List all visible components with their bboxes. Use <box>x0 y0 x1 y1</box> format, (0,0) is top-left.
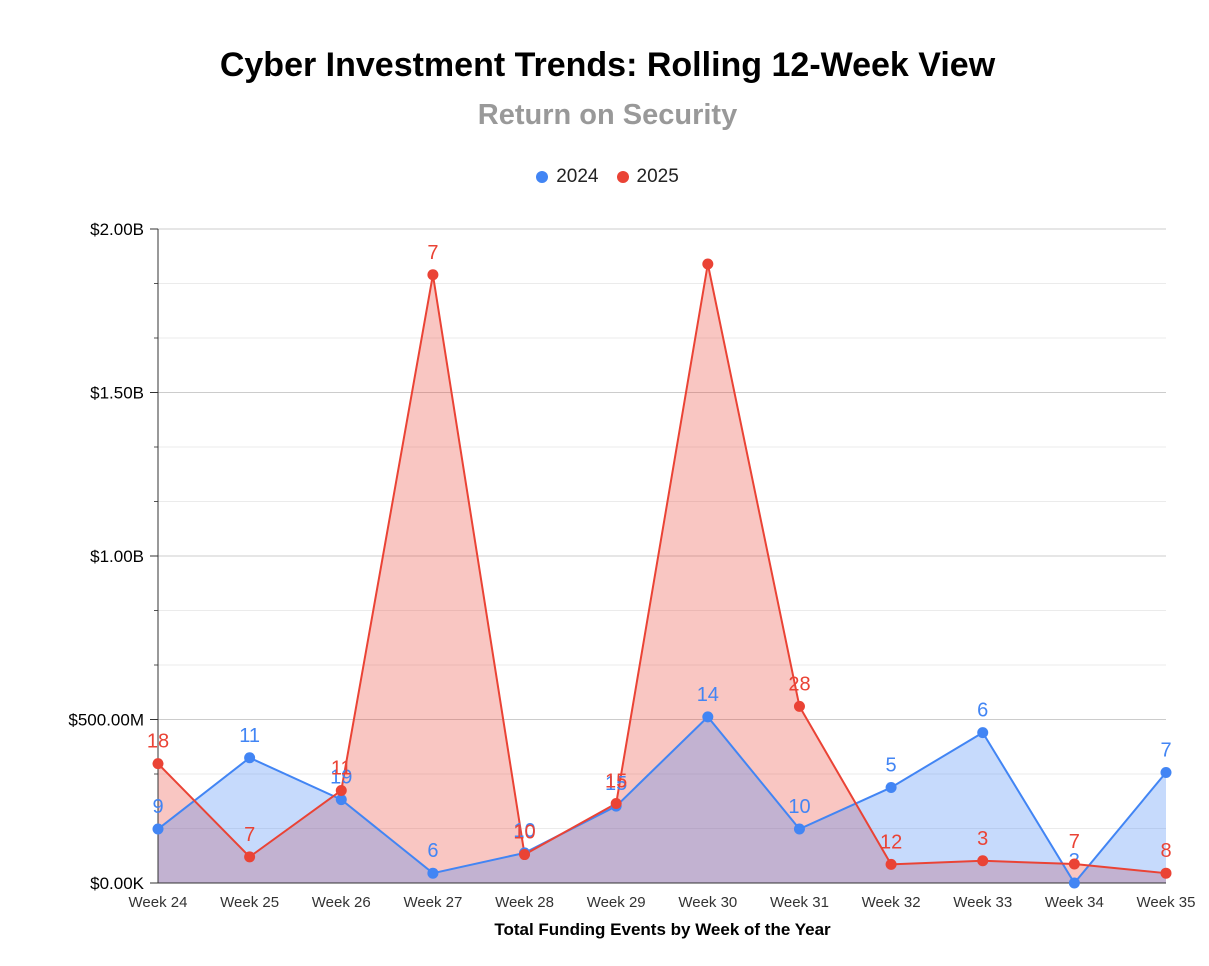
legend-item-2025[interactable]: 2025 <box>616 166 679 188</box>
x-tick-label: Week 33 <box>953 894 1012 911</box>
data-label-2024: 7 <box>1160 739 1171 761</box>
point-2025 <box>702 258 714 270</box>
point-2025 <box>610 798 622 810</box>
point-2024 <box>335 794 347 806</box>
point-2025 <box>152 758 164 770</box>
data-label-2024: 11 <box>239 725 260 747</box>
point-2024 <box>885 782 897 794</box>
x-tick-label: Week 31 <box>770 894 829 911</box>
y-tick-label: $500.00M <box>68 711 144 730</box>
x-tick-label: Week 34 <box>1045 894 1104 911</box>
data-label-2024: 6 <box>977 700 988 722</box>
legend-item-2024[interactable]: 2024 <box>536 166 599 188</box>
x-tick-label: Week 29 <box>587 894 646 911</box>
y-tick-label: $1.50B <box>90 384 144 403</box>
area-2024 <box>158 716 1166 883</box>
point-2024 <box>1068 877 1080 889</box>
x-axis-title: Total Funding Events by Week of the Year <box>494 920 831 939</box>
legend-label-2025: 2025 <box>636 166 679 187</box>
line-2024 <box>157 715 1167 885</box>
data-label-2024: 9 <box>152 796 163 818</box>
x-tick-label: Week 32 <box>862 894 921 911</box>
data-label-2025: 10 <box>513 822 535 844</box>
point-2024 <box>152 823 164 835</box>
point-2024 <box>427 867 439 879</box>
x-tick-label: Week 26 <box>312 894 371 911</box>
y-tick-label: $2.00B <box>90 220 144 239</box>
y-tick-label: $0.00K <box>90 874 145 893</box>
line-2025 <box>157 263 1167 875</box>
data-label-2024: 10 <box>513 820 535 842</box>
x-tick-label: Week 30 <box>678 894 737 911</box>
chart-title: Cyber Investment Trends: Rolling 12-Week… <box>219 46 996 84</box>
point-2025 <box>1068 858 1080 870</box>
data-label-2025: 3 <box>977 828 988 850</box>
data-label-2024: 6 <box>427 840 438 862</box>
point-2024 <box>702 711 714 723</box>
x-tick-label: Week 35 <box>1137 894 1196 911</box>
point-2025 <box>427 269 439 281</box>
point-2024 <box>977 727 989 739</box>
x-tick-label: Week 25 <box>220 894 279 911</box>
data-label-2025: 15 <box>605 771 627 793</box>
point-2025 <box>977 855 989 867</box>
point-2025 <box>244 851 256 863</box>
data-label-2025: 11 <box>331 757 352 779</box>
x-tick-label: Week 28 <box>495 894 554 911</box>
y-tick-label: $1.00B <box>90 547 144 566</box>
legend: 2024 2025 <box>0 166 1209 188</box>
data-label-2025: 12 <box>880 831 902 853</box>
point-2025 <box>519 849 531 861</box>
point-2024 <box>793 823 805 835</box>
data-label-2025: 8 <box>1160 840 1171 862</box>
data-label-2025: 7 <box>1069 831 1080 853</box>
data-label-2024: 14 <box>697 684 719 706</box>
x-tick-label: Week 27 <box>403 894 462 911</box>
data-label-2024: 10 <box>788 796 810 818</box>
point-2025 <box>885 858 897 870</box>
area-2025 <box>158 263 1166 883</box>
legend-marker-2024 <box>536 171 549 183</box>
point-2024 <box>1160 766 1172 778</box>
point-2025 <box>1160 867 1172 879</box>
data-label-2024: 19 <box>330 767 352 789</box>
x-tick-label: Week 24 <box>129 894 188 911</box>
point-2025 <box>793 700 805 712</box>
data-label-2024: 15 <box>605 773 627 795</box>
data-label-2025: 7 <box>427 242 438 264</box>
legend-label-2024: 2024 <box>556 166 599 187</box>
data-label-2024: 5 <box>886 755 897 777</box>
legend-marker-2025 <box>616 171 629 183</box>
point-2025 <box>335 784 347 796</box>
data-label-2025: 28 <box>788 673 810 695</box>
point-2024 <box>244 752 256 764</box>
data-label-2025: 18 <box>147 731 169 753</box>
chart-subtitle: Return on Security <box>477 99 738 131</box>
data-label-2025: 7 <box>244 824 255 846</box>
